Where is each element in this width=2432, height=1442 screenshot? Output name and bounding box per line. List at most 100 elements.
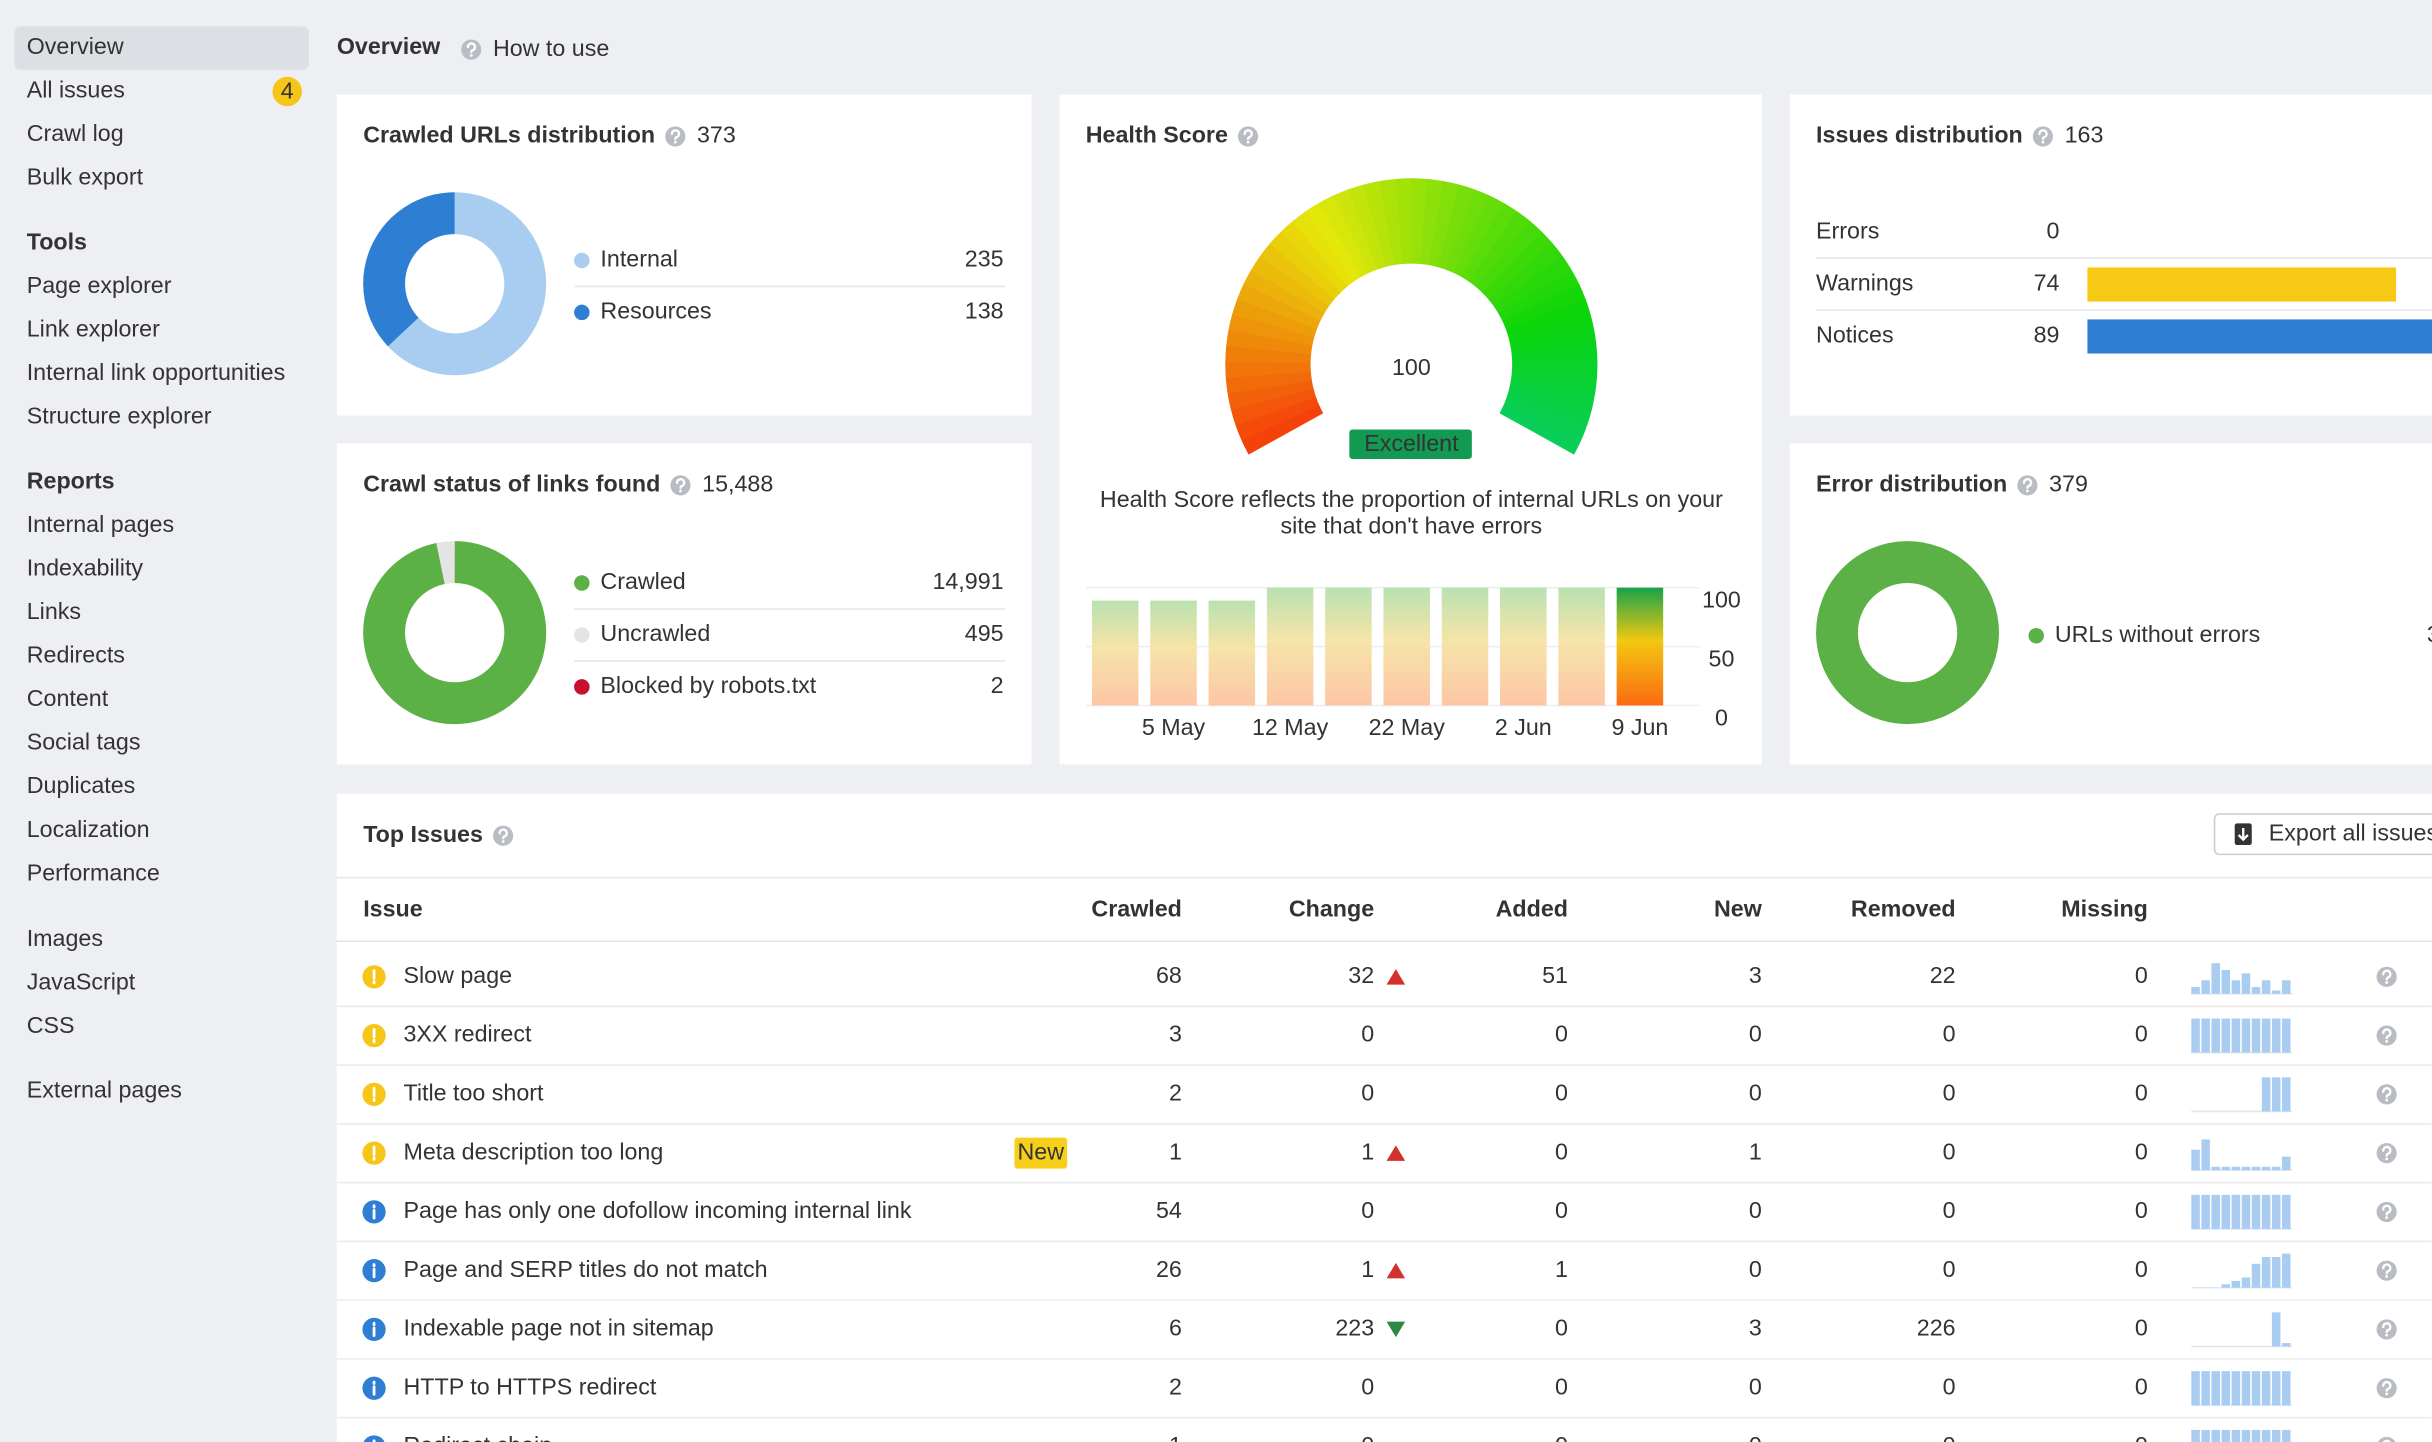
- issue-name[interactable]: Redirect chain: [404, 1432, 553, 1442]
- card-total: 15,488: [702, 470, 773, 496]
- help-dot: [2385, 1099, 2388, 1102]
- distribution-bar: [2087, 267, 2396, 301]
- cell-value: 0: [1943, 1432, 1956, 1442]
- issue-name[interactable]: HTTP to HTTPS redirect: [404, 1373, 657, 1399]
- cell-value: 6: [1169, 1315, 1182, 1341]
- gauge-segment: [1272, 399, 1276, 411]
- cell-value: 1: [1749, 1138, 1762, 1164]
- sparkline-bar: [2262, 1195, 2271, 1229]
- help-icon[interactable]: [2377, 967, 2397, 987]
- distribution-label: Notices: [1816, 322, 1894, 348]
- nav-section-title: Tools: [27, 229, 87, 255]
- gauge-segment: [1268, 374, 1269, 387]
- cell-value: 3: [1749, 962, 1762, 988]
- nav-item[interactable]: Link explorer: [27, 316, 160, 342]
- sparkline-bar: [2232, 1195, 2241, 1229]
- nav-item[interactable]: Content: [27, 685, 109, 711]
- help-dot: [674, 141, 677, 144]
- help-icon[interactable]: [2017, 475, 2037, 495]
- help-icon[interactable]: [2377, 1261, 2397, 1281]
- nav-item[interactable]: Overview: [27, 33, 124, 59]
- sparkline-bar: [2272, 1077, 2281, 1111]
- nav-item[interactable]: Bulk export: [27, 163, 144, 189]
- nav-item[interactable]: All issues: [27, 77, 125, 103]
- help-icon[interactable]: [461, 40, 481, 60]
- help-dot: [2385, 1157, 2388, 1160]
- nav-item[interactable]: Redirects: [27, 641, 125, 667]
- sparkline-bar: [2282, 1077, 2291, 1111]
- legend-dot: [574, 575, 590, 591]
- help-icon[interactable]: [2377, 1319, 2397, 1339]
- donut-segment: [441, 562, 455, 563]
- help-icon[interactable]: [493, 826, 513, 846]
- sparkline-bar: [2222, 1195, 2231, 1229]
- nav-item[interactable]: Structure explorer: [27, 403, 212, 429]
- help-icon[interactable]: [2377, 1026, 2397, 1046]
- help-icon[interactable]: [670, 475, 690, 495]
- help-icon[interactable]: [2377, 1084, 2397, 1104]
- nav-item[interactable]: Links: [27, 598, 81, 624]
- gauge-segment: [1276, 411, 1281, 423]
- sparkline-bar: [2232, 980, 2241, 994]
- sparkline-bar: [2272, 1371, 2281, 1405]
- nav-item[interactable]: JavaScript: [27, 968, 136, 994]
- cell-value: 0: [2135, 1138, 2148, 1164]
- sparkline-bar: [2242, 1019, 2251, 1053]
- issue-name[interactable]: Page has only one dofollow incoming inte…: [404, 1197, 912, 1223]
- sparkline-bar: [2252, 1195, 2261, 1229]
- x-tick-label: 12 May: [1252, 714, 1329, 740]
- gauge-segment: [1282, 291, 1288, 302]
- export-label[interactable]: Export all issues: [2269, 819, 2432, 845]
- help-icon[interactable]: [1238, 126, 1258, 146]
- legend-dot: [574, 305, 590, 321]
- cell-value: 0: [1361, 1197, 1374, 1223]
- issue-name[interactable]: Slow page: [404, 962, 513, 988]
- sparkline-bar: [2211, 1430, 2220, 1442]
- nav-item[interactable]: Page explorer: [27, 272, 172, 298]
- issue-name[interactable]: Title too short: [404, 1080, 545, 1106]
- nav-item[interactable]: Performance: [27, 859, 160, 885]
- gauge-segment: [1554, 350, 1555, 363]
- nav-item[interactable]: Duplicates: [27, 772, 136, 798]
- issue-name[interactable]: Meta description too long: [404, 1138, 664, 1164]
- nav-item[interactable]: Indexability: [27, 554, 144, 580]
- legend-value: 138: [965, 298, 1004, 324]
- sparkline-bar: [2252, 1264, 2261, 1288]
- help-icon[interactable]: [2377, 1143, 2397, 1163]
- issue-name[interactable]: Indexable page not in sitemap: [404, 1315, 714, 1341]
- card-title: Health Score: [1086, 122, 1228, 148]
- sparkline-bar: [2262, 1167, 2271, 1170]
- issue-name[interactable]: Page and SERP titles do not match: [404, 1256, 768, 1282]
- cell-value: 0: [1943, 1197, 1956, 1223]
- nav-item[interactable]: External pages: [27, 1077, 182, 1103]
- gauge-segment: [1411, 221, 1424, 222]
- nav-item[interactable]: Social tags: [27, 729, 141, 755]
- nav-item[interactable]: Internal pages: [27, 511, 174, 537]
- sparkline-bar: [2262, 1430, 2271, 1442]
- health-bar: [1617, 588, 1664, 706]
- legend-label: URLs without errors: [2055, 621, 2260, 647]
- help-dot: [2385, 981, 2388, 984]
- sparkline-bar: [2191, 1195, 2200, 1229]
- help-link[interactable]: How to use: [493, 35, 609, 61]
- help-icon[interactable]: [2033, 126, 2053, 146]
- cell-value: 1: [1361, 1138, 1374, 1164]
- nav-item[interactable]: Internal link opportunities: [27, 359, 286, 385]
- nav-item[interactable]: CSS: [27, 1012, 75, 1038]
- help-dot: [2042, 141, 2045, 144]
- issue-name[interactable]: 3XX redirect: [404, 1021, 532, 1047]
- gauge-segment: [1311, 254, 1321, 263]
- sparkline-bar: [2272, 1257, 2281, 1288]
- nav-item[interactable]: Localization: [27, 816, 150, 842]
- legend-label: Uncrawled: [600, 620, 710, 646]
- gauge-segment: [1320, 246, 1330, 254]
- nav-item[interactable]: Images: [27, 925, 103, 951]
- help-icon[interactable]: [2377, 1378, 2397, 1398]
- nav-item[interactable]: Crawl log: [27, 120, 124, 146]
- gauge-segment: [1535, 292, 1541, 304]
- gauge-segment: [1387, 221, 1400, 223]
- help-icon[interactable]: [2377, 1202, 2397, 1222]
- help-icon[interactable]: [665, 126, 685, 146]
- sparkline-bar: [2222, 1284, 2231, 1287]
